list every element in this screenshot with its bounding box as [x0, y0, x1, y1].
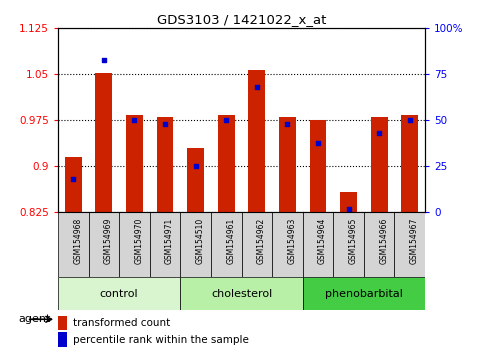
Text: agent: agent: [18, 314, 51, 324]
Bar: [65, 156, 82, 212]
Bar: [96, 73, 112, 212]
Bar: [401, 115, 418, 212]
Bar: [340, 192, 357, 212]
FancyBboxPatch shape: [58, 277, 180, 310]
Bar: [371, 117, 387, 212]
Text: GSM154962: GSM154962: [257, 218, 266, 264]
Text: GSM154970: GSM154970: [134, 218, 143, 264]
FancyBboxPatch shape: [180, 277, 303, 310]
Point: [253, 84, 261, 90]
FancyBboxPatch shape: [333, 212, 364, 277]
Bar: [58, 332, 67, 347]
Text: GSM154963: GSM154963: [287, 218, 297, 264]
Text: GSM154971: GSM154971: [165, 218, 174, 264]
Text: transformed count: transformed count: [72, 318, 170, 328]
Title: GDS3103 / 1421022_x_at: GDS3103 / 1421022_x_at: [157, 13, 326, 26]
FancyBboxPatch shape: [272, 212, 303, 277]
Point: [161, 121, 169, 127]
Bar: [156, 117, 173, 212]
Text: GSM154966: GSM154966: [379, 218, 388, 264]
Text: GSM154968: GSM154968: [73, 218, 82, 264]
FancyBboxPatch shape: [303, 212, 333, 277]
FancyBboxPatch shape: [211, 212, 242, 277]
Point: [100, 57, 108, 62]
Bar: [248, 70, 265, 212]
Text: percentile rank within the sample: percentile rank within the sample: [72, 335, 249, 344]
FancyBboxPatch shape: [364, 212, 395, 277]
Point: [222, 118, 230, 123]
Text: cholesterol: cholesterol: [211, 289, 272, 298]
Point: [314, 140, 322, 145]
Point: [284, 121, 291, 127]
Point: [375, 131, 383, 136]
FancyBboxPatch shape: [150, 212, 180, 277]
Point: [70, 177, 77, 182]
FancyBboxPatch shape: [242, 212, 272, 277]
Bar: [310, 120, 327, 212]
Text: GSM154965: GSM154965: [349, 218, 357, 264]
Text: phenobarbital: phenobarbital: [325, 289, 403, 298]
Text: GSM154969: GSM154969: [104, 218, 113, 264]
Bar: [187, 148, 204, 212]
Bar: [279, 117, 296, 212]
Text: GSM154964: GSM154964: [318, 218, 327, 264]
Text: GSM154967: GSM154967: [410, 218, 419, 264]
Text: GSM154961: GSM154961: [226, 218, 235, 264]
Bar: [126, 115, 143, 212]
Point: [345, 206, 353, 212]
Point: [130, 118, 138, 123]
FancyBboxPatch shape: [395, 212, 425, 277]
FancyBboxPatch shape: [303, 277, 425, 310]
FancyBboxPatch shape: [119, 212, 150, 277]
Point: [192, 164, 199, 169]
Bar: [218, 115, 235, 212]
Bar: [58, 316, 67, 330]
Text: control: control: [100, 289, 139, 298]
FancyBboxPatch shape: [180, 212, 211, 277]
FancyBboxPatch shape: [88, 212, 119, 277]
FancyBboxPatch shape: [58, 212, 88, 277]
Text: GSM154510: GSM154510: [196, 218, 205, 264]
Point: [406, 118, 413, 123]
